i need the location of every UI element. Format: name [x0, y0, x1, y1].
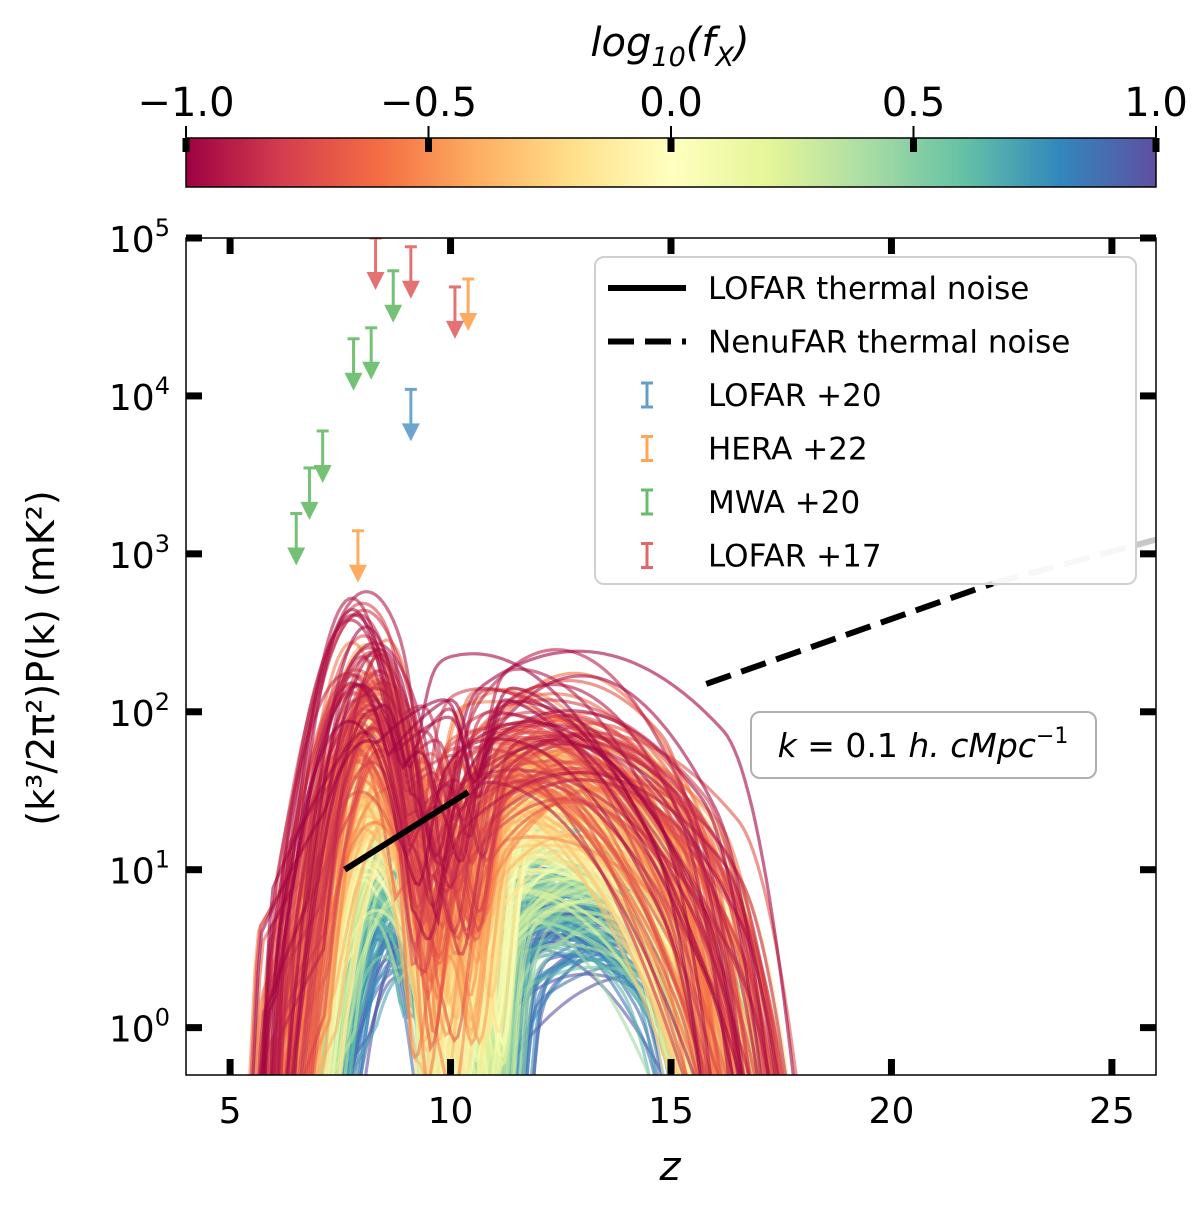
model-curve — [320, 886, 747, 1075]
y-tick-label: 100 — [109, 1004, 170, 1051]
model-curve — [264, 690, 765, 1075]
model-curve — [293, 648, 745, 1075]
y-tick-label: 102 — [109, 688, 170, 735]
upper-limit-marker — [300, 466, 319, 520]
axis-ticks: 5 10 15 20 25 105 104 103 102 101 100 — [109, 214, 1156, 1132]
x-tick-label: 25 — [1089, 1091, 1135, 1132]
model-curve — [310, 724, 724, 1075]
model-curve — [276, 641, 696, 1075]
model-curve — [349, 902, 672, 1075]
upper-limit-marker — [362, 326, 381, 380]
legend-entry: MWA +20 — [641, 485, 860, 521]
k-annotation: k = 0.1 h. cMpc−1 — [750, 711, 1097, 779]
upper-limit-marker — [287, 512, 306, 566]
legend-entry: LOFAR +17 — [641, 539, 882, 575]
legend: LOFAR thermal noise NenuFAR thermal noise… — [594, 256, 1137, 585]
colorbar-label: log10(fX) — [590, 20, 749, 73]
model-curve — [272, 618, 751, 1075]
model-curve — [262, 649, 795, 1075]
legend-entry: NenuFAR thermal noise — [608, 325, 1070, 361]
model-curve — [261, 607, 780, 1075]
model-curve — [262, 590, 777, 1075]
colorbar-tick-label: −1.0 — [137, 80, 234, 126]
upper-limit-marker — [344, 337, 363, 391]
model-curve — [355, 936, 733, 1075]
lofar-noise-line — [343, 789, 470, 873]
y-tick-label: 103 — [109, 530, 170, 577]
model-curve — [265, 671, 770, 1075]
upper-limit-marker — [445, 285, 464, 339]
model-curve — [269, 719, 744, 1075]
colorbar-ticks: −1.0 −0.5 0.0 0.5 1.0 — [137, 80, 1188, 152]
colorbar-tick-label: −0.5 — [380, 80, 477, 126]
model-curve — [272, 634, 707, 1075]
upper-limit-marker — [401, 387, 420, 442]
legend-label: LOFAR +20 — [708, 378, 882, 414]
annotation-box — [750, 711, 1097, 779]
legend-swatch-errorbar — [641, 488, 653, 516]
legend-frame — [594, 256, 1137, 585]
legend-label: LOFAR +17 — [708, 539, 882, 575]
legend-swatch-errorbar — [641, 542, 653, 569]
model-curve — [260, 652, 741, 1075]
colorbar-tick-label: 0.5 — [882, 80, 946, 126]
legend-swatch-errorbar — [641, 435, 653, 462]
upper-limit-marker — [401, 245, 420, 299]
legend-entry: LOFAR +20 — [641, 378, 882, 414]
x-tick-label: 5 — [219, 1091, 242, 1132]
y-tick-label: 105 — [109, 214, 170, 261]
x-tick-label: 20 — [869, 1091, 915, 1132]
upper-limits — [287, 238, 478, 583]
legend-label: NenuFAR thermal noise — [708, 325, 1070, 361]
legend-entry: LOFAR thermal noise — [608, 271, 1029, 307]
upper-limit-marker — [384, 269, 403, 323]
model-curve — [285, 625, 763, 1075]
nenufar-noise-line — [705, 580, 994, 687]
annotation-text: k = 0.1 h. cMpc−1 — [778, 724, 1069, 765]
x-tick-label: 15 — [648, 1091, 694, 1132]
upper-limit-marker — [366, 238, 385, 290]
model-curve — [327, 909, 747, 1075]
model-curves — [248, 590, 798, 1075]
upper-limit-marker — [348, 529, 367, 583]
model-curve — [276, 681, 759, 1075]
legend-swatch-errorbar — [641, 381, 653, 409]
model-curve — [259, 683, 703, 1075]
model-curve — [263, 613, 702, 1075]
y-tick-label: 104 — [109, 372, 170, 419]
model-curve — [257, 723, 781, 1075]
x-tick-label: 10 — [428, 1091, 474, 1132]
colorbar-tick-label: 0.0 — [639, 80, 703, 126]
model-curve — [251, 698, 735, 1075]
model-curve — [303, 710, 741, 1075]
legend-label: MWA +20 — [708, 485, 860, 521]
legend-entry: HERA +22 — [641, 432, 868, 468]
x-axis-title: z — [659, 1144, 682, 1190]
legend-label: LOFAR thermal noise — [708, 271, 1029, 307]
colorbar: log10(fX) −1.0 −0.5 0.0 0.5 1.0 — [137, 20, 1188, 188]
colorbar-tick-label: 1.0 — [1124, 80, 1188, 126]
y-axis-title: (k³/2π²)P(k) (mK²) — [19, 490, 63, 825]
y-tick-label: 101 — [109, 846, 170, 893]
upper-limit-marker — [459, 277, 478, 332]
legend-label: HERA +22 — [708, 432, 868, 468]
model-curve — [330, 845, 742, 1075]
upper-limit-marker — [313, 429, 332, 483]
model-curve — [359, 869, 691, 1075]
